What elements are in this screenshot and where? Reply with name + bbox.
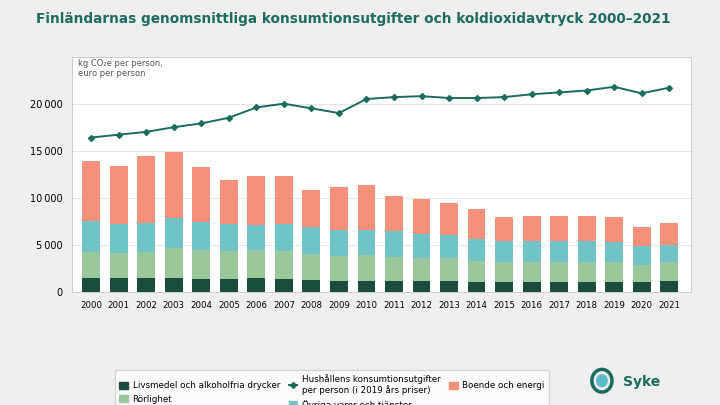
Bar: [138, 223, 156, 252]
Bar: [385, 281, 403, 292]
Bar: [165, 151, 183, 218]
Circle shape: [597, 375, 607, 386]
Bar: [248, 250, 266, 279]
Bar: [358, 230, 375, 256]
Bar: [385, 231, 403, 257]
Bar: [110, 253, 127, 279]
Bar: [302, 190, 320, 227]
Bar: [165, 277, 183, 292]
Bar: [385, 196, 403, 231]
Bar: [385, 257, 403, 281]
Bar: [606, 217, 623, 242]
Bar: [440, 258, 458, 281]
Text: Syke: Syke: [623, 375, 660, 389]
Bar: [82, 279, 100, 292]
Bar: [248, 279, 266, 292]
Bar: [633, 282, 651, 292]
Bar: [440, 203, 458, 235]
Bar: [82, 221, 100, 252]
Bar: [550, 241, 568, 262]
Bar: [82, 252, 100, 279]
Bar: [358, 281, 375, 292]
Legend: Livsmedel och alkoholfria drycker, Rörlighet, Hushållens konsumtionsutgifter
per: Livsmedel och alkoholfria drycker, Rörli…: [115, 370, 549, 405]
Bar: [110, 224, 127, 253]
Bar: [192, 279, 210, 292]
Bar: [440, 235, 458, 258]
Bar: [220, 251, 238, 279]
Bar: [82, 161, 100, 221]
Bar: [495, 241, 513, 262]
Bar: [523, 216, 541, 241]
Bar: [523, 241, 541, 262]
Bar: [577, 216, 595, 241]
Bar: [275, 279, 293, 292]
Bar: [467, 239, 485, 260]
Bar: [302, 280, 320, 292]
Bar: [606, 282, 623, 292]
Bar: [440, 281, 458, 292]
Bar: [165, 248, 183, 277]
Bar: [330, 281, 348, 292]
Bar: [275, 177, 293, 224]
Bar: [358, 185, 375, 230]
Bar: [192, 166, 210, 222]
Text: Finländarnas genomsnittliga konsumtionsutgifter och koldioxidavtryck 2000–2021: Finländarnas genomsnittliga konsumtionsu…: [36, 12, 670, 26]
Bar: [413, 258, 431, 281]
Bar: [413, 234, 431, 258]
Bar: [495, 282, 513, 292]
Bar: [550, 216, 568, 241]
Bar: [523, 282, 541, 292]
Bar: [275, 224, 293, 251]
Bar: [467, 209, 485, 239]
Bar: [138, 252, 156, 279]
Bar: [495, 217, 513, 241]
Bar: [275, 251, 293, 279]
Bar: [330, 187, 348, 230]
Bar: [606, 242, 623, 262]
Bar: [550, 282, 568, 292]
Bar: [660, 222, 678, 245]
Bar: [192, 222, 210, 250]
Bar: [467, 282, 485, 292]
Bar: [577, 241, 595, 262]
Bar: [523, 262, 541, 282]
Bar: [495, 262, 513, 282]
Bar: [633, 265, 651, 282]
Text: kg CO₂e per person,
euro per person: kg CO₂e per person, euro per person: [78, 59, 163, 79]
Bar: [138, 156, 156, 223]
Bar: [577, 282, 595, 292]
Bar: [358, 256, 375, 281]
Bar: [413, 199, 431, 234]
Bar: [248, 177, 266, 225]
Bar: [220, 180, 238, 224]
Bar: [413, 281, 431, 292]
Bar: [660, 281, 678, 292]
Bar: [330, 230, 348, 256]
Bar: [220, 279, 238, 292]
Bar: [660, 262, 678, 281]
Bar: [138, 279, 156, 292]
Bar: [633, 227, 651, 245]
Bar: [660, 245, 678, 262]
Bar: [550, 262, 568, 282]
Bar: [302, 227, 320, 254]
Bar: [110, 279, 127, 292]
Bar: [110, 166, 127, 224]
Bar: [606, 262, 623, 282]
Bar: [165, 218, 183, 248]
Bar: [330, 256, 348, 281]
Bar: [248, 225, 266, 250]
Bar: [467, 260, 485, 282]
Bar: [302, 254, 320, 280]
Bar: [577, 262, 595, 282]
Bar: [633, 245, 651, 265]
Bar: [192, 250, 210, 279]
Bar: [220, 224, 238, 251]
